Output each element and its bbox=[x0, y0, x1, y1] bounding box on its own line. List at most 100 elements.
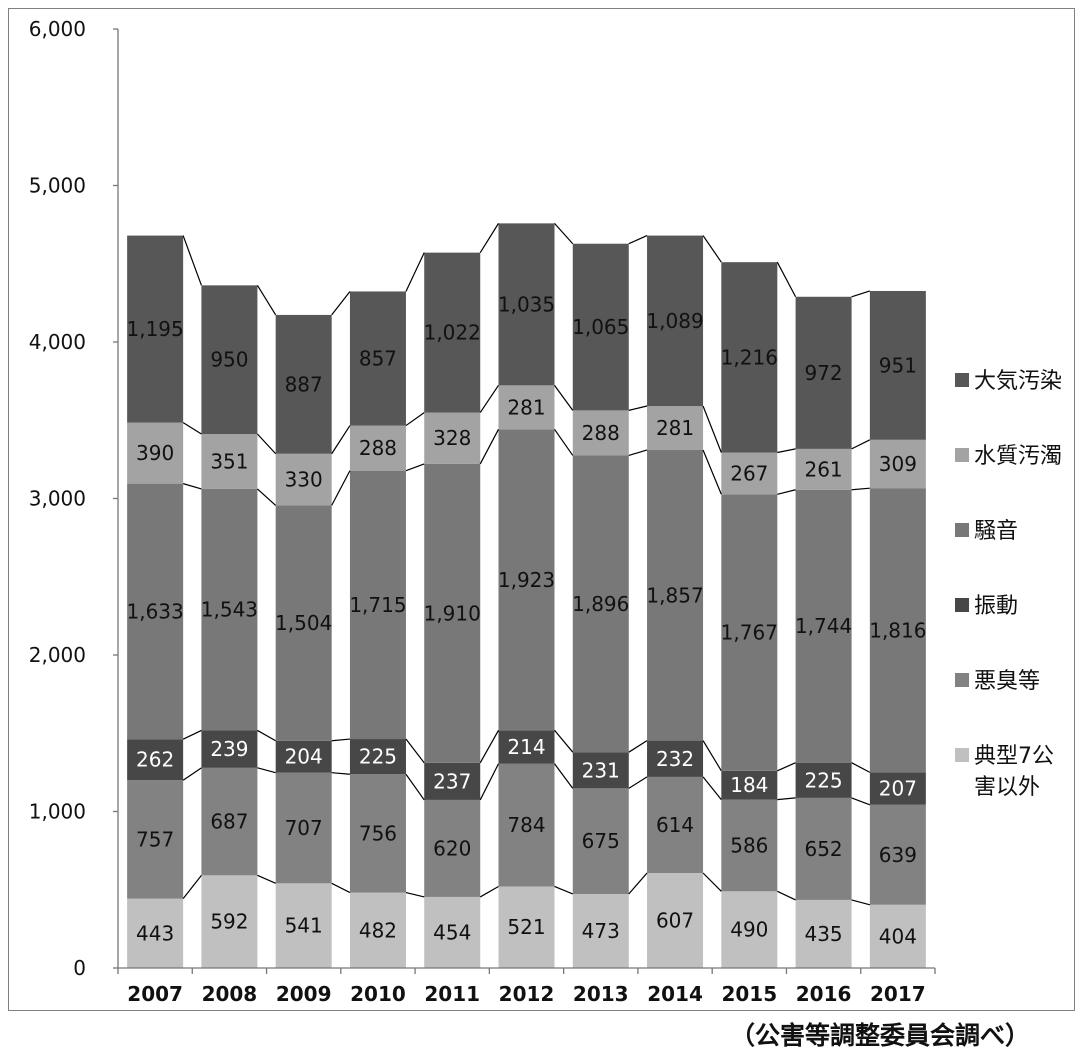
bar-segment bbox=[721, 799, 778, 892]
bar-segment bbox=[424, 463, 481, 763]
x-tick-label: 2015 bbox=[721, 982, 777, 1006]
data-label: 1,715 bbox=[349, 593, 406, 617]
bar-segment bbox=[275, 883, 332, 968]
data-label: 490 bbox=[730, 918, 768, 942]
y-tick-label: 1,000 bbox=[29, 800, 86, 824]
x-tick-label: 2011 bbox=[424, 982, 480, 1006]
data-label: 351 bbox=[210, 449, 248, 473]
data-label: 614 bbox=[656, 813, 694, 837]
data-label: 288 bbox=[582, 421, 620, 445]
data-label: 951 bbox=[879, 353, 917, 377]
data-label: 267 bbox=[730, 461, 768, 485]
data-label: 857 bbox=[359, 347, 397, 371]
data-label: 1,089 bbox=[646, 309, 703, 333]
data-label: 784 bbox=[507, 813, 545, 837]
data-label: 1,857 bbox=[646, 583, 703, 607]
data-label: 592 bbox=[210, 910, 248, 934]
bar-segment bbox=[572, 788, 629, 894]
bar-segment bbox=[127, 780, 184, 899]
series-connector-line bbox=[851, 439, 871, 450]
data-label: 207 bbox=[879, 777, 917, 801]
series-connector-line bbox=[479, 385, 499, 413]
bar-segment bbox=[424, 252, 481, 413]
data-label: 1,035 bbox=[498, 292, 555, 316]
series-connector-line bbox=[777, 890, 796, 901]
bar-segment bbox=[424, 799, 481, 897]
data-label: 214 bbox=[507, 735, 545, 759]
data-label: 1,744 bbox=[795, 614, 852, 638]
data-label: 707 bbox=[285, 816, 323, 840]
series-connector-line bbox=[256, 285, 277, 316]
series-connector-line bbox=[257, 729, 276, 742]
bar-segment bbox=[201, 875, 258, 968]
bar-segment bbox=[647, 873, 704, 968]
series-connector-line bbox=[182, 729, 202, 740]
data-label: 281 bbox=[656, 416, 694, 440]
bar-segment bbox=[795, 899, 852, 968]
series-connector-line bbox=[479, 429, 500, 465]
data-label: 1,896 bbox=[572, 592, 629, 616]
bar-segment bbox=[275, 505, 332, 741]
bar-segment bbox=[498, 730, 555, 764]
data-label: 756 bbox=[359, 821, 397, 845]
data-label: 1,543 bbox=[201, 598, 258, 622]
series-connector-line bbox=[777, 448, 796, 454]
data-label: 607 bbox=[656, 909, 694, 933]
series-connector-line bbox=[257, 488, 277, 506]
series-connector-line bbox=[628, 235, 648, 245]
series-connector-line bbox=[405, 738, 425, 764]
legend-swatch bbox=[955, 748, 969, 762]
bar-segment bbox=[869, 439, 926, 489]
bar-segment bbox=[275, 314, 332, 454]
bar-segment bbox=[647, 776, 704, 874]
bar-segment bbox=[275, 772, 332, 884]
bar-segment bbox=[572, 752, 629, 789]
bar-segment bbox=[498, 385, 555, 430]
data-label: 225 bbox=[359, 745, 397, 769]
legend-swatch bbox=[955, 373, 969, 387]
data-label: 262 bbox=[136, 748, 174, 772]
data-label: 443 bbox=[136, 921, 174, 945]
data-label: 288 bbox=[359, 436, 397, 460]
x-tick-label: 2016 bbox=[796, 982, 852, 1006]
bar-segment bbox=[869, 290, 926, 440]
data-label: 1,923 bbox=[498, 568, 555, 592]
data-label: 482 bbox=[359, 918, 397, 942]
bar-segment bbox=[795, 489, 852, 763]
bar-segment bbox=[349, 291, 406, 426]
bar-segment bbox=[572, 243, 629, 411]
data-label: 404 bbox=[879, 924, 917, 948]
series-connector-line bbox=[554, 222, 574, 245]
series-connector-line bbox=[777, 489, 796, 495]
bar-segment bbox=[201, 488, 258, 731]
bar-segment bbox=[201, 434, 258, 489]
data-label: 261 bbox=[804, 457, 842, 481]
series-connector-line bbox=[405, 412, 425, 427]
bar-segment bbox=[869, 804, 926, 905]
bar-segment bbox=[349, 470, 406, 740]
bar-segment bbox=[127, 898, 184, 968]
series-connector-line bbox=[851, 762, 871, 773]
series-connector-line bbox=[405, 773, 425, 801]
data-label: 328 bbox=[433, 426, 471, 450]
bar-segment bbox=[498, 886, 555, 968]
data-label: 687 bbox=[210, 810, 248, 834]
data-label: 950 bbox=[210, 348, 248, 372]
series-connector-line bbox=[256, 433, 277, 455]
bar-segment bbox=[349, 425, 406, 471]
series-connector-line bbox=[628, 872, 648, 895]
data-label: 1,633 bbox=[127, 599, 184, 623]
source-note: （公害等調整委員会調べ） bbox=[730, 1021, 1031, 1050]
bar-segment bbox=[869, 904, 926, 968]
data-label: 232 bbox=[656, 747, 694, 771]
bar-segment bbox=[201, 730, 258, 768]
series-connector-line bbox=[182, 235, 202, 286]
bar-segment bbox=[275, 453, 332, 506]
data-label: 473 bbox=[582, 919, 620, 943]
bar-segment bbox=[498, 223, 555, 386]
bar-segment bbox=[795, 296, 852, 449]
series-connector-line bbox=[182, 422, 202, 435]
data-label: 390 bbox=[136, 441, 174, 465]
series-connector-line bbox=[628, 776, 648, 789]
